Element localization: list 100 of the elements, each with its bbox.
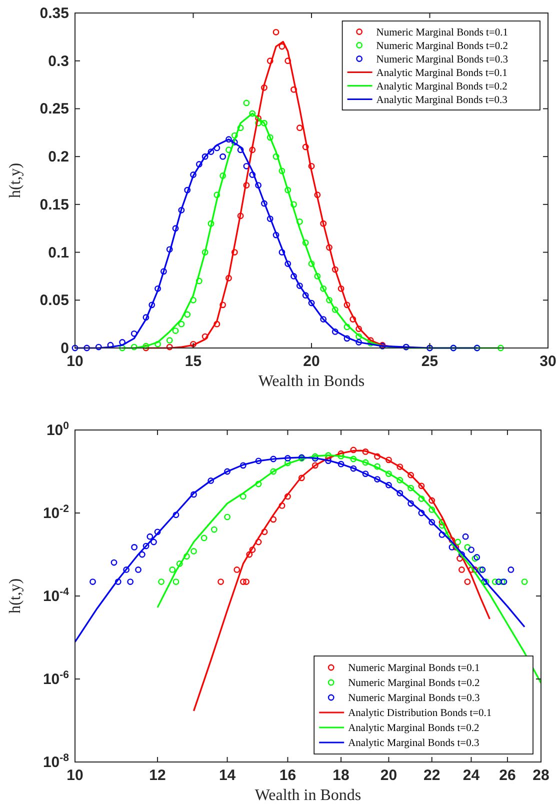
- point: [296, 124, 303, 132]
- point: [350, 316, 356, 322]
- point: [166, 246, 173, 253]
- point: [154, 340, 161, 348]
- point: [214, 192, 220, 198]
- point: [190, 296, 196, 304]
- legend-label: Numeric Marginal Bonds t=0.2: [348, 678, 480, 689]
- x-tick-label: 10: [66, 767, 84, 784]
- x-tick-label: 12: [149, 767, 166, 784]
- point: [166, 337, 173, 344]
- point: [272, 28, 280, 36]
- x-tick-label: 24: [462, 767, 480, 784]
- x-tick-label: 22: [424, 767, 440, 784]
- point: [72, 344, 78, 352]
- y-tick-label: 0.25: [40, 100, 69, 118]
- point: [332, 328, 338, 335]
- x-tick-label: 30: [540, 353, 556, 370]
- point: [266, 58, 274, 64]
- point: [278, 168, 286, 174]
- point: [196, 161, 202, 168]
- point: [208, 148, 214, 155]
- point: [84, 344, 90, 352]
- point: [320, 316, 327, 322]
- point: [249, 110, 256, 117]
- point: [338, 285, 344, 292]
- point: [272, 153, 280, 160]
- y-tick-label: 0.05: [40, 292, 69, 310]
- point: [237, 146, 244, 154]
- point: [296, 282, 303, 289]
- y-tick-label: 10$^{-4}$: [42, 586, 70, 605]
- point: [130, 344, 138, 350]
- point: [249, 146, 256, 154]
- point: [290, 273, 297, 280]
- point: [308, 260, 315, 267]
- point: [220, 153, 226, 160]
- point: [326, 296, 332, 304]
- point: [130, 330, 138, 337]
- legend-label: Numeric Marginal Bonds t=0.3: [376, 54, 508, 66]
- point: [344, 324, 350, 330]
- point: [202, 333, 208, 340]
- point: [178, 320, 185, 328]
- x-tick-label: 15: [184, 353, 202, 370]
- point: [290, 86, 297, 93]
- point: [308, 162, 315, 170]
- point: [226, 274, 232, 282]
- legend-label: Numeric Marginal Bonds t=0.2: [376, 40, 508, 52]
- point: [231, 249, 238, 256]
- y-tick-label: 10$^{0}$: [46, 420, 70, 439]
- point: [290, 201, 297, 208]
- point: [184, 186, 191, 194]
- point: [226, 146, 232, 154]
- point: [208, 220, 214, 227]
- point: [302, 144, 309, 150]
- point: [220, 172, 226, 179]
- point: [142, 314, 150, 321]
- x-tick-label: 18: [332, 767, 350, 784]
- point: [243, 182, 250, 188]
- x-axis-title: Wealth in Bonds: [254, 787, 362, 804]
- point: [278, 249, 286, 256]
- point: [332, 306, 338, 313]
- point: [119, 344, 126, 352]
- y-tick-label: 0.35: [40, 5, 69, 22]
- point: [226, 136, 232, 143]
- legend-label: Analytic Distribution Bonds t=0.1: [348, 708, 492, 719]
- point: [249, 172, 256, 178]
- point: [261, 120, 268, 126]
- legend-label: Analytic Marginal Bonds t=0.2: [348, 723, 480, 734]
- point: [356, 339, 362, 346]
- point: [344, 302, 350, 308]
- legend-label: Analytic Marginal Bonds t=0.2: [376, 81, 508, 92]
- point: [190, 172, 196, 178]
- point: [190, 340, 196, 348]
- point: [154, 285, 161, 292]
- point: [255, 120, 262, 126]
- point: [261, 200, 268, 207]
- x-tick-label: 14: [218, 767, 236, 784]
- point: [237, 124, 244, 132]
- point: [160, 268, 167, 275]
- legend-label: Analytic Marginal Bonds t=0.3: [348, 738, 480, 749]
- y-tick-label: 10$^{-2}$: [42, 503, 70, 522]
- x-tick-label: 25: [421, 353, 438, 370]
- point: [172, 225, 179, 232]
- x-tick-label: 20: [303, 353, 320, 370]
- point: [214, 320, 220, 328]
- point: [367, 337, 374, 344]
- point: [266, 134, 274, 141]
- point: [255, 182, 262, 188]
- point: [308, 300, 315, 306]
- x-tick-label: 16: [279, 767, 296, 784]
- point: [356, 333, 362, 340]
- legend-label: Numeric Marginal Bonds t=0.3: [348, 693, 480, 704]
- legend-label: Numeric Marginal Bonds t=0.1: [376, 27, 508, 38]
- point: [356, 326, 362, 332]
- point: [326, 244, 332, 251]
- y-tick-label: 0.1: [48, 244, 69, 262]
- x-tick-label: 28: [532, 767, 550, 784]
- y-tick-label: 10$^{-8}$: [42, 752, 70, 771]
- point: [202, 249, 208, 256]
- legend-label: Analytic Marginal Bonds t=0.3: [376, 94, 508, 106]
- point: [119, 339, 126, 346]
